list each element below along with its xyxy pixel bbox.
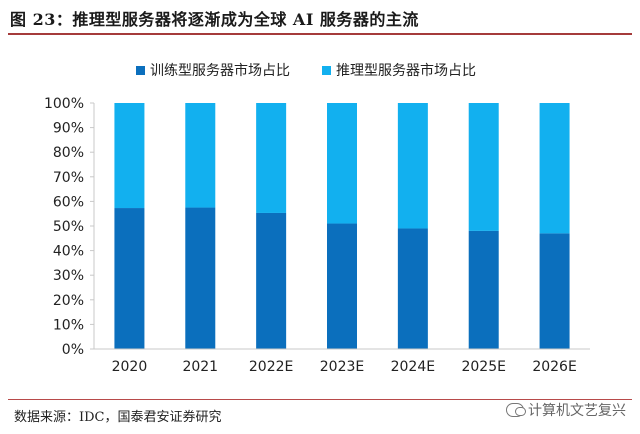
y-tick-label: 100% xyxy=(44,96,84,112)
x-tick-label: 2022E xyxy=(249,359,293,375)
y-axis: 0% 10% 20% 30% 40% 50% 60% 70% 80% 90% 100% xyxy=(44,96,95,358)
bar-training xyxy=(185,207,216,349)
bar-training xyxy=(327,223,357,349)
wechat-icon xyxy=(506,403,526,417)
bar-training xyxy=(539,233,570,349)
y-tick-label: 60% xyxy=(53,194,84,210)
y-tick-label: 40% xyxy=(53,244,84,260)
bar-inference xyxy=(397,103,428,229)
x-tick-label: 2023E xyxy=(320,359,364,375)
legend-label: 推理型服务器市场占比 xyxy=(336,62,476,79)
bar-inference xyxy=(539,103,570,234)
x-tick-label: 2020 xyxy=(112,359,148,375)
chart-legend: 训练型服务器市场占比 推理型服务器市场占比 xyxy=(136,62,476,79)
bar-inference xyxy=(114,103,145,209)
source-divider xyxy=(8,399,632,400)
legend-swatch xyxy=(322,66,331,75)
bar-inference xyxy=(468,103,499,231)
y-tick-label: 30% xyxy=(53,268,84,284)
legend-label: 训练型服务器市场占比 xyxy=(150,62,290,79)
watermark-text: 计算机文艺复兴 xyxy=(528,403,626,419)
y-tick-label: 20% xyxy=(53,293,84,309)
y-tick-label: 80% xyxy=(53,145,84,161)
bar-training xyxy=(114,208,145,349)
legend-swatch xyxy=(136,66,145,75)
bar-training xyxy=(397,228,428,349)
figure-title: 图 23：推理型服务器将逐渐成为全球 AI 服务器的主流 xyxy=(10,10,419,29)
title-divider xyxy=(8,33,632,35)
bar-inference xyxy=(256,103,287,213)
y-tick-label: 70% xyxy=(53,170,84,186)
x-tick-label: 2026E xyxy=(532,359,576,375)
x-axis: 2020 2021 2022E 2023E 2024E 2025E 2026E xyxy=(94,348,590,375)
y-tick-label: 90% xyxy=(53,121,84,137)
bar-inference xyxy=(327,103,357,224)
bars xyxy=(114,103,570,349)
watermark: 计算机文艺复兴 xyxy=(506,400,626,420)
stacked-bar-chart: 训练型服务器市场占比 推理型服务器市场占比 0% 10% 20% 30% 40% 50% 60… xyxy=(44,62,590,375)
y-tick-label: 0% xyxy=(62,342,84,358)
data-source: 数据来源：IDC，国泰君安证券研究 xyxy=(14,410,222,425)
bar-inference xyxy=(185,103,216,208)
y-tick-label: 50% xyxy=(53,219,84,235)
x-tick-label: 2021 xyxy=(182,359,218,375)
x-tick-label: 2024E xyxy=(391,359,435,375)
x-tick-label: 2025E xyxy=(461,359,505,375)
y-tick-label: 10% xyxy=(53,317,84,333)
bar-training xyxy=(256,212,287,349)
bar-training xyxy=(468,230,499,349)
